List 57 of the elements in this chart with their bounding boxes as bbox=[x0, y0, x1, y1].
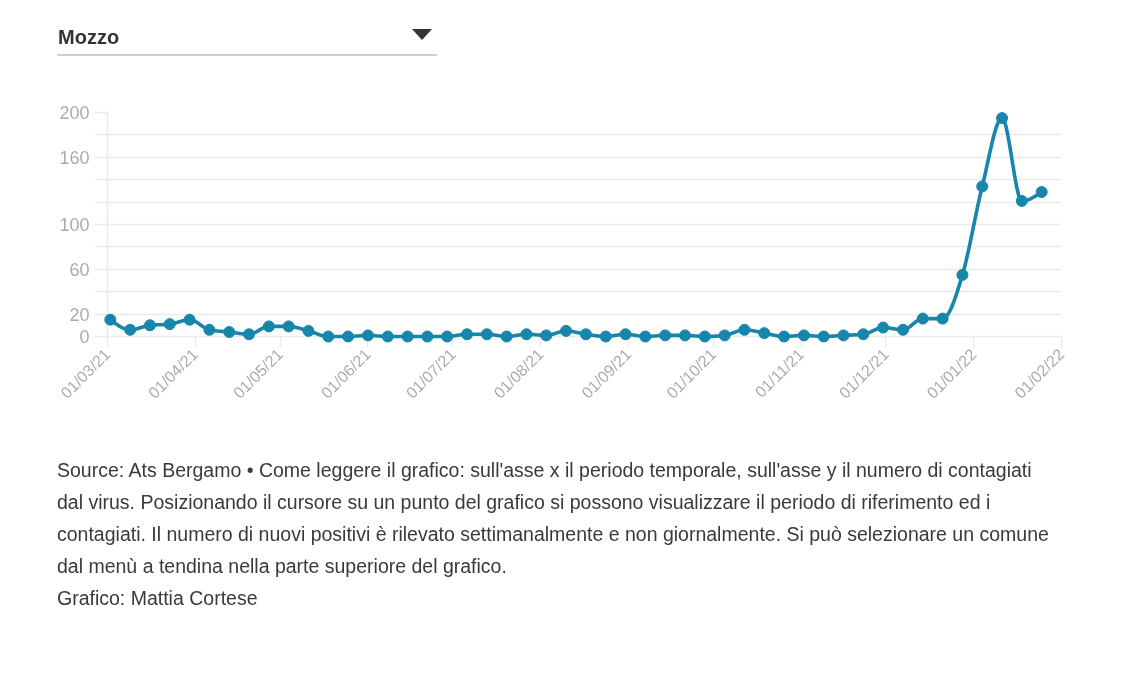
y-tick-label: 0 bbox=[79, 327, 90, 347]
y-tick-label: 160 bbox=[59, 147, 90, 168]
chart-title: Mozzo bbox=[58, 25, 120, 50]
point bbox=[857, 328, 870, 341]
point bbox=[520, 328, 533, 341]
point bbox=[421, 330, 434, 343]
source-note: Source: Ats Bergamo • Come leggere il grafico: sull'asse x il periodo temporale, sull'asse y il numero di contagiati dal virus. Posizionando il cursore su un punto del grafico si possono visualizzare il periodo di riferimento ed i contagiati. Il numero di nuovi positivi è rilevato settimanalmente e non giornalmente. Si può selezionare un comune dal menù a tendina nella parte superiore del grafico. bbox=[57, 458, 1050, 579]
point bbox=[599, 330, 612, 343]
point bbox=[896, 323, 909, 336]
point bbox=[262, 320, 275, 333]
point bbox=[243, 328, 256, 341]
y-tick-label: 60 bbox=[69, 259, 90, 280]
point bbox=[223, 326, 236, 339]
point bbox=[877, 321, 890, 334]
point bbox=[322, 330, 335, 343]
point bbox=[679, 329, 691, 342]
point bbox=[480, 328, 493, 341]
point bbox=[183, 313, 196, 326]
point bbox=[916, 312, 929, 325]
point bbox=[619, 328, 632, 341]
point bbox=[698, 330, 711, 343]
point bbox=[956, 268, 969, 281]
y-tick-label: 200 bbox=[59, 103, 90, 123]
point bbox=[778, 330, 791, 343]
point bbox=[124, 323, 137, 336]
text: Grafico: Mattia Cortese bbox=[57, 586, 259, 611]
point bbox=[203, 323, 216, 336]
point bbox=[461, 328, 474, 341]
point bbox=[361, 329, 374, 342]
point bbox=[639, 330, 652, 343]
point bbox=[817, 330, 830, 343]
point bbox=[441, 330, 454, 343]
point bbox=[579, 328, 592, 341]
point bbox=[401, 330, 414, 343]
point bbox=[738, 323, 751, 336]
point bbox=[976, 180, 989, 193]
point bbox=[560, 324, 573, 337]
point bbox=[758, 327, 771, 340]
point bbox=[659, 329, 672, 342]
y-tick-label: 20 bbox=[69, 304, 90, 325]
point bbox=[104, 313, 117, 326]
point bbox=[500, 330, 513, 343]
point bbox=[540, 329, 553, 342]
point bbox=[936, 312, 949, 325]
point bbox=[302, 324, 315, 337]
point bbox=[837, 329, 850, 342]
point bbox=[163, 318, 176, 331]
point bbox=[996, 112, 1009, 125]
point bbox=[282, 320, 295, 333]
point bbox=[1015, 194, 1028, 207]
point bbox=[381, 330, 394, 343]
point bbox=[1035, 186, 1048, 199]
point bbox=[342, 330, 355, 343]
point bbox=[143, 319, 156, 332]
y-tick-label: 100 bbox=[59, 215, 90, 235]
point bbox=[718, 329, 731, 342]
point bbox=[797, 329, 810, 342]
